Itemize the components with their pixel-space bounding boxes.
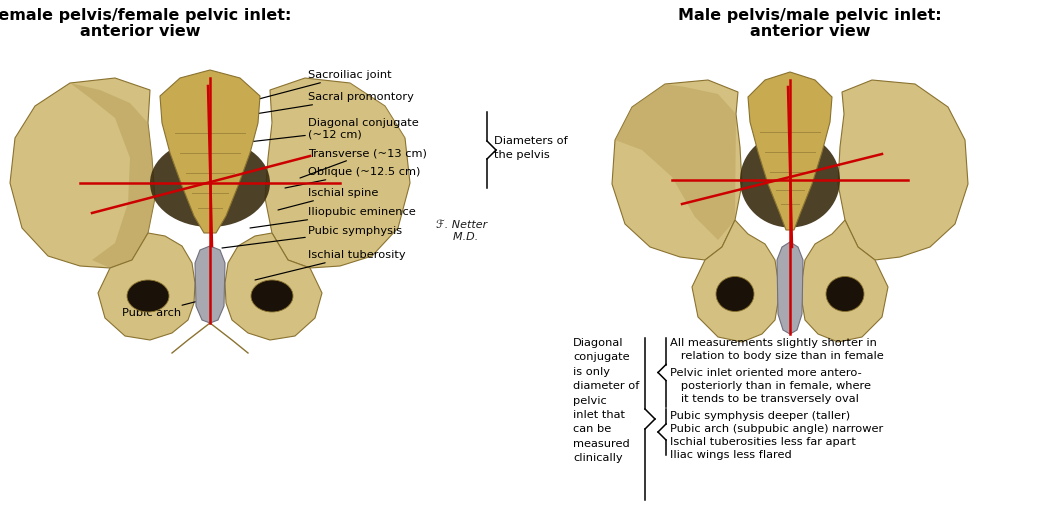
- Text: Diagonal
conjugate
is only
diameter of
pelvic
inlet that
can be
measured
clinica: Diagonal conjugate is only diameter of p…: [573, 338, 639, 463]
- Text: Ischial spine: Ischial spine: [278, 188, 378, 210]
- Text: anterior view: anterior view: [750, 24, 870, 39]
- Text: Iliac wings less flared: Iliac wings less flared: [670, 450, 792, 460]
- Ellipse shape: [716, 276, 754, 311]
- Ellipse shape: [127, 280, 169, 312]
- Polygon shape: [265, 78, 410, 268]
- Polygon shape: [160, 70, 260, 233]
- Text: it tends to be transversely oval: it tends to be transversely oval: [670, 394, 859, 404]
- Polygon shape: [802, 220, 888, 342]
- Polygon shape: [225, 233, 322, 340]
- Polygon shape: [612, 80, 742, 260]
- Text: Transverse (~13 cm): Transverse (~13 cm): [300, 148, 427, 178]
- Polygon shape: [692, 220, 778, 342]
- Ellipse shape: [150, 139, 270, 227]
- Polygon shape: [272, 83, 405, 243]
- Text: Male pelvis/male pelvic inlet:: Male pelvis/male pelvic inlet:: [678, 8, 942, 23]
- Text: Iliopubic eminence: Iliopubic eminence: [250, 207, 416, 228]
- Text: anterior view: anterior view: [80, 24, 201, 39]
- Text: All measurements slightly shorter in: All measurements slightly shorter in: [670, 338, 877, 348]
- Text: ℱ. Netter
  M.D.: ℱ. Netter M.D.: [437, 220, 487, 242]
- Text: Pubic symphysis: Pubic symphysis: [222, 226, 402, 248]
- Polygon shape: [195, 246, 225, 323]
- Text: Pubic arch (subpubic angle) narrower: Pubic arch (subpubic angle) narrower: [670, 424, 883, 434]
- Text: Sacral promontory: Sacral promontory: [230, 92, 414, 118]
- Text: Pubic arch: Pubic arch: [123, 298, 210, 318]
- Polygon shape: [98, 233, 195, 340]
- Text: Ischial tuberosity: Ischial tuberosity: [255, 250, 405, 280]
- Polygon shape: [748, 72, 832, 230]
- Text: posteriorly than in female, where: posteriorly than in female, where: [670, 381, 871, 391]
- Ellipse shape: [740, 133, 840, 228]
- Text: Female pelvis/female pelvic inlet:: Female pelvis/female pelvic inlet:: [0, 8, 292, 23]
- Polygon shape: [838, 80, 968, 260]
- Text: Oblique (~12.5 cm): Oblique (~12.5 cm): [285, 167, 420, 188]
- Text: Sacroiliac joint: Sacroiliac joint: [255, 70, 392, 100]
- Polygon shape: [777, 242, 803, 334]
- Polygon shape: [10, 78, 155, 268]
- Text: Pelvic inlet oriented more antero-: Pelvic inlet oriented more antero-: [670, 368, 862, 378]
- Text: Diagonal conjugate
(~12 cm): Diagonal conjugate (~12 cm): [222, 118, 419, 145]
- Text: Ischial tuberosities less far apart: Ischial tuberosities less far apart: [670, 437, 856, 447]
- Ellipse shape: [251, 280, 293, 312]
- Text: Pubic symphysis deeper (taller): Pubic symphysis deeper (taller): [670, 411, 850, 421]
- Polygon shape: [70, 83, 155, 268]
- Text: relation to body size than in female: relation to body size than in female: [670, 351, 884, 361]
- Text: Diameters of
the pelvis: Diameters of the pelvis: [494, 136, 568, 160]
- Polygon shape: [615, 84, 736, 240]
- Ellipse shape: [826, 276, 864, 311]
